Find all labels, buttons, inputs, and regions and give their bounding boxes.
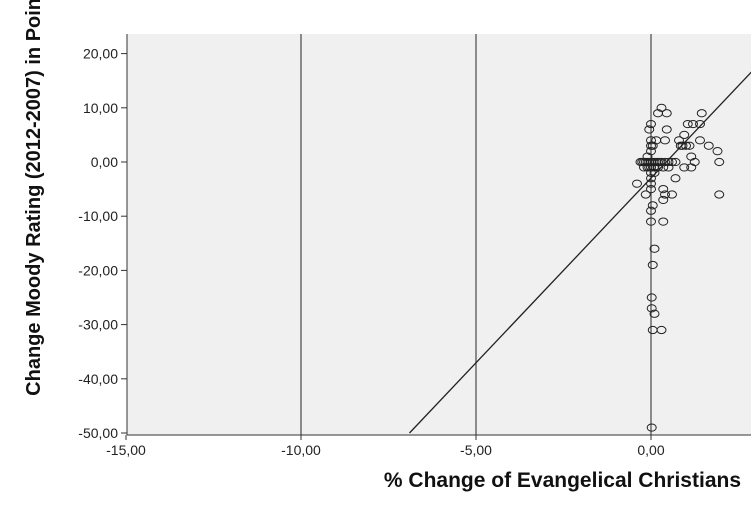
data-point <box>667 157 677 167</box>
x-tick-label: 0,00 <box>637 442 664 458</box>
data-point <box>658 185 669 194</box>
y-tick-label: -20,00 <box>78 262 118 278</box>
data-point <box>658 217 669 226</box>
data-point <box>644 125 655 134</box>
y-axis-title: Change Moody Rating (2012-2007) in Point… <box>23 0 45 396</box>
data-point <box>670 174 681 183</box>
data-point <box>679 130 690 139</box>
y-tick-label: -40,00 <box>78 371 118 387</box>
data-point <box>646 136 656 145</box>
fit-line <box>409 71 751 434</box>
data-point <box>632 179 642 188</box>
data-point <box>703 141 714 150</box>
data-point <box>646 293 657 302</box>
x-tick-label: -5,00 <box>460 442 492 458</box>
data-point <box>663 157 674 167</box>
data-point <box>647 201 658 210</box>
data-point <box>695 136 705 145</box>
data-point <box>689 157 700 167</box>
data-point <box>661 109 672 118</box>
data-point <box>647 260 658 270</box>
y-tick-label: -10,00 <box>78 208 118 224</box>
y-tick-label: -30,00 <box>78 317 118 333</box>
data-point <box>695 119 705 129</box>
data-point <box>661 125 672 134</box>
data-point <box>688 119 698 129</box>
y-tick-label: 20,00 <box>83 46 118 62</box>
y-tick-label: -50,00 <box>78 425 118 441</box>
data-point <box>679 163 690 172</box>
data-point <box>684 141 695 150</box>
data-point <box>640 190 651 199</box>
data-point <box>658 163 669 172</box>
data-point <box>656 325 667 335</box>
data-point <box>714 190 725 199</box>
data-point <box>670 157 681 167</box>
data-point <box>646 147 656 156</box>
data-point <box>712 147 723 156</box>
gridlines <box>300 34 652 435</box>
y-tick-label: 0,00 <box>91 154 118 170</box>
data-point <box>696 109 707 118</box>
data-point <box>646 119 656 129</box>
data-point <box>660 190 670 199</box>
data-point <box>714 157 725 167</box>
data-point <box>646 217 656 226</box>
data-points <box>632 103 725 432</box>
data-point <box>649 309 660 318</box>
data-point <box>646 185 656 194</box>
y-tick-label: 10,00 <box>83 100 118 116</box>
data-point <box>677 141 688 150</box>
x-tick-label: -15,00 <box>106 442 146 458</box>
data-point <box>682 119 693 129</box>
data-point <box>656 103 667 112</box>
plot-area <box>127 34 751 435</box>
x-tick-label: -10,00 <box>281 442 321 458</box>
data-point <box>660 136 670 145</box>
data-point <box>649 244 660 253</box>
data-point <box>658 195 669 205</box>
data-point <box>667 190 677 199</box>
data-point <box>646 304 657 313</box>
data-point <box>646 423 657 432</box>
data-point <box>646 206 656 215</box>
y-axis: 20,00 10,00 0,00 -10,00 -20,00 -30,00 -40,00 -5… <box>78 46 127 441</box>
x-axis: -15,00 -10,00 -5,00 0,00 <box>106 435 665 458</box>
x-axis-title: % Change of Evangelical Christians <box>384 469 741 492</box>
